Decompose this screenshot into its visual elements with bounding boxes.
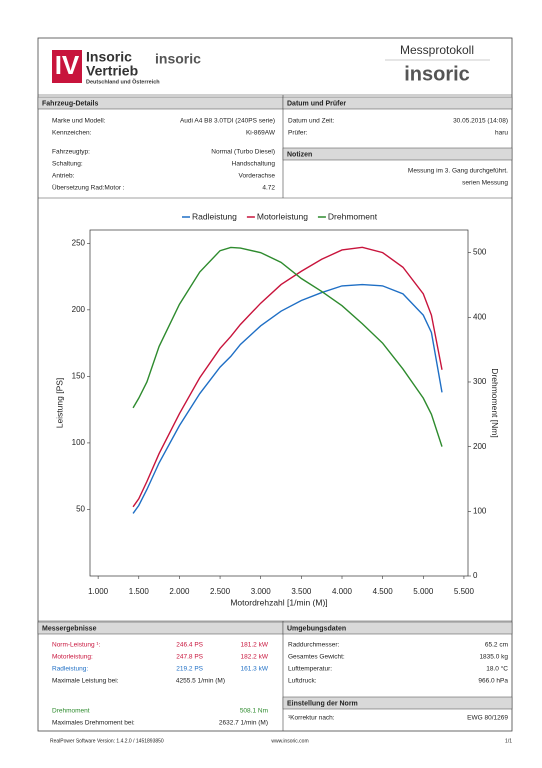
section-heading: Fahrzeug-Details xyxy=(42,100,99,107)
row-label: Übersetzung Rad:Motor : xyxy=(52,184,125,192)
y2-tick-label: 400 xyxy=(473,312,487,321)
row-label: Antrieb: xyxy=(52,173,75,180)
result-value: 219.2 PS xyxy=(176,666,203,673)
row-label: Gesamtes Gewicht: xyxy=(288,654,345,661)
y-tick-label: 200 xyxy=(72,305,86,314)
row-label: Datum und Zeit: xyxy=(288,118,334,125)
row-label: Marke und Modell: xyxy=(52,118,106,125)
logo-mark-bg xyxy=(52,50,82,83)
document-title: Messprotokoll xyxy=(400,43,474,57)
row-label: Prüfer: xyxy=(288,130,308,137)
result-label: Motorleistung: xyxy=(52,654,93,661)
row-label: ¹Korrektur nach: xyxy=(288,715,335,722)
x-tick-label: 1.000 xyxy=(88,587,109,596)
logo-subtitle: Deutschland und Österreich xyxy=(86,78,160,85)
row-label: Raddurchmesser: xyxy=(288,642,339,649)
row-value: Audi A4 B8 3.0TDI (240PS serie) xyxy=(180,118,275,125)
series-line xyxy=(132,283,443,514)
logo-small: insoric xyxy=(155,51,201,67)
result-label: Radleistung: xyxy=(52,666,88,673)
y2-tick-label: 500 xyxy=(473,248,487,257)
x-tick-label: 3.000 xyxy=(251,587,272,596)
row-label: Maximales Drehmoment bei: xyxy=(52,720,135,727)
row-value: 65.2 cm xyxy=(485,642,508,649)
y-tick-label: 100 xyxy=(72,438,86,447)
section-bar xyxy=(282,147,513,161)
plot-frame xyxy=(89,229,469,577)
section-heading: Datum und Prüfer xyxy=(287,100,346,107)
row-label: Fahrzeugtyp: xyxy=(52,149,90,156)
x-tick-label: 3.500 xyxy=(291,587,312,596)
footer-software: RealPower Software Version: 1.4.2.0 / 14… xyxy=(50,738,164,744)
section-heading: Notizen xyxy=(287,151,312,158)
x-axis-title: Motordrehzahl [1/min (M)] xyxy=(230,597,327,607)
note-line: serien Messung xyxy=(462,180,508,187)
logo-right: insoric xyxy=(404,63,470,85)
y-tick-label: 50 xyxy=(76,505,85,514)
section-bar xyxy=(282,96,513,110)
row-value: Handschaltung xyxy=(232,161,276,168)
legend-label: Drehmoment xyxy=(328,211,378,221)
section-bar xyxy=(282,621,513,635)
row-value: 2632.7 1/min (M) xyxy=(219,720,268,727)
x-tick-label: 2.000 xyxy=(169,587,190,596)
series-line xyxy=(132,246,443,447)
row-value: Ki-869AW xyxy=(246,130,276,137)
row-value: haru xyxy=(495,130,508,137)
result-value-kw: 161.3 kW xyxy=(241,666,269,673)
result-value: 4255.5 1/min (M) xyxy=(176,678,225,685)
x-tick-label: 1.500 xyxy=(129,587,150,596)
row-value: EWG 80/1269 xyxy=(467,715,508,722)
row-value: 18.0 °C xyxy=(486,665,508,673)
row-label: Schaltung: xyxy=(52,161,83,168)
x-tick-label: 4.000 xyxy=(332,587,353,596)
section-heading: Einstellung der Norm xyxy=(287,700,358,707)
footer-page: 1/1 xyxy=(505,738,512,744)
logo-mark: IV xyxy=(55,50,80,80)
series-line xyxy=(132,246,443,508)
y-tick-label: 150 xyxy=(72,371,86,380)
logo-text: Insoric xyxy=(86,49,132,65)
row-value: 30.05.2015 (14:08) xyxy=(453,118,508,125)
row-label: Lufttemperatur: xyxy=(288,666,332,673)
row-value: 966.0 hPa xyxy=(478,678,508,685)
y2-tick-label: 100 xyxy=(473,506,487,515)
section-bar xyxy=(282,696,513,710)
row-value: 508.1 Nm xyxy=(240,708,268,715)
row-value: Vorderachse xyxy=(239,173,276,180)
x-tick-label: 5.500 xyxy=(454,587,475,596)
x-tick-label: 2.500 xyxy=(210,587,231,596)
legend-label: Motorleistung xyxy=(257,211,308,221)
outer-frame xyxy=(37,37,513,732)
section-heading: Messergebnisse xyxy=(42,625,97,632)
result-label: Norm-Leistung ¹: xyxy=(52,642,101,649)
row-label: Luftdruck: xyxy=(288,678,317,685)
result-value-kw: 182.2 kW xyxy=(241,654,269,661)
x-tick-label: 4.500 xyxy=(373,587,394,596)
result-value-kw: 181.2 kW xyxy=(241,642,269,649)
y2-tick-label: 300 xyxy=(473,377,487,386)
y2-tick-label: 0 xyxy=(473,571,478,580)
footer-website: www.insoric.com xyxy=(271,738,308,744)
result-value: 247.8 PS xyxy=(176,654,203,661)
note-line: Messung im 3. Gang durchgeführt. xyxy=(408,168,508,175)
row-value: 4.72 xyxy=(262,185,275,192)
row-label: Kennzeichen: xyxy=(52,130,92,137)
result-label: Maximale Leistung bei: xyxy=(52,678,119,685)
row-value: 1835.0 kg xyxy=(479,654,508,661)
logo-text: Vertrieb xyxy=(86,63,138,79)
legend-label: Radleistung xyxy=(192,211,237,221)
row-value: Normal (Turbo Diesel) xyxy=(211,149,275,156)
section-heading: Umgebungsdaten xyxy=(287,625,346,632)
result-value: 246.4 PS xyxy=(176,642,203,649)
row-label: Drehmoment xyxy=(52,708,90,715)
y2-tick-label: 200 xyxy=(473,442,487,451)
x-tick-label: 5.000 xyxy=(413,587,434,596)
y-tick-label: 250 xyxy=(72,238,86,247)
y-axis-title: Leistung [PS] xyxy=(54,378,64,429)
y2-axis-title: Drehmoment [Nm] xyxy=(490,368,500,437)
